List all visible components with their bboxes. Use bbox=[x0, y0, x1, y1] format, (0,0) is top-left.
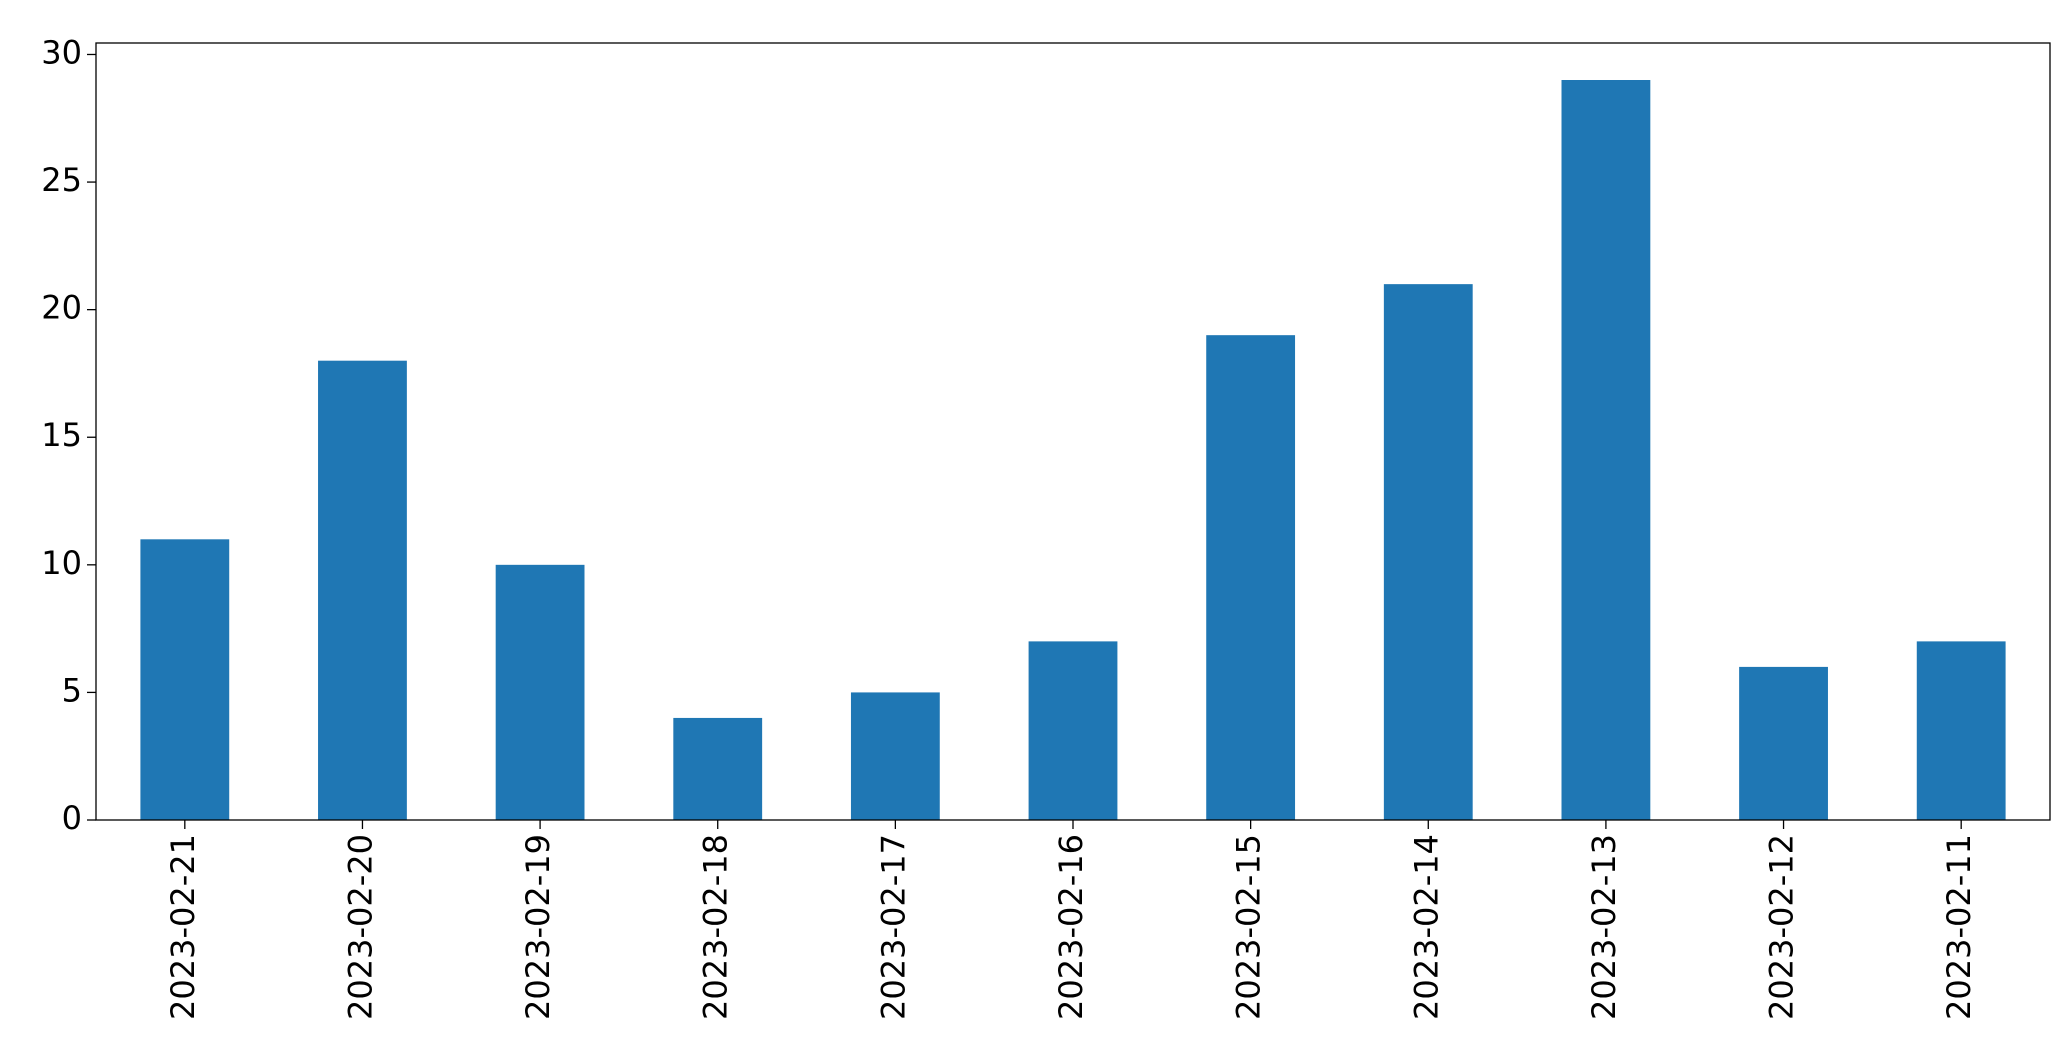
bar bbox=[140, 539, 230, 820]
x-tick-label: 2023-02-15 bbox=[1230, 834, 1268, 1020]
x-tick-label: 2023-02-17 bbox=[874, 834, 912, 1020]
y-tick-label: 15 bbox=[41, 416, 82, 454]
bar bbox=[1383, 284, 1473, 820]
x-tick-label: 2023-02-16 bbox=[1052, 834, 1090, 1020]
y-tick-label: 5 bbox=[62, 671, 82, 709]
bar bbox=[318, 360, 407, 820]
bar bbox=[850, 692, 940, 820]
x-tick-label: 2023-02-21 bbox=[164, 834, 202, 1020]
bar bbox=[1206, 335, 1296, 820]
bar bbox=[1028, 641, 1118, 820]
y-tick-label: 0 bbox=[62, 799, 82, 837]
y-tick-label: 30 bbox=[41, 33, 82, 71]
bar bbox=[673, 717, 763, 820]
x-tick-label: 2023-02-14 bbox=[1407, 834, 1445, 1020]
x-tick-label: 2023-02-20 bbox=[341, 834, 379, 1020]
bar bbox=[1561, 80, 1651, 820]
plot-frame bbox=[95, 42, 2051, 821]
x-tick-label: 2023-02-12 bbox=[1763, 834, 1801, 1020]
x-tick-label: 2023-02-19 bbox=[519, 834, 557, 1020]
x-tick-label: 2023-02-13 bbox=[1585, 834, 1623, 1020]
y-tick-label: 25 bbox=[41, 161, 82, 199]
bar bbox=[1916, 641, 2006, 820]
bar bbox=[1739, 666, 1828, 820]
y-tick-label: 20 bbox=[41, 289, 82, 327]
x-tick-label: 2023-02-18 bbox=[697, 834, 735, 1020]
bar bbox=[495, 564, 585, 820]
x-tick-label: 2023-02-11 bbox=[1940, 834, 1978, 1020]
y-tick-label: 10 bbox=[41, 544, 82, 582]
